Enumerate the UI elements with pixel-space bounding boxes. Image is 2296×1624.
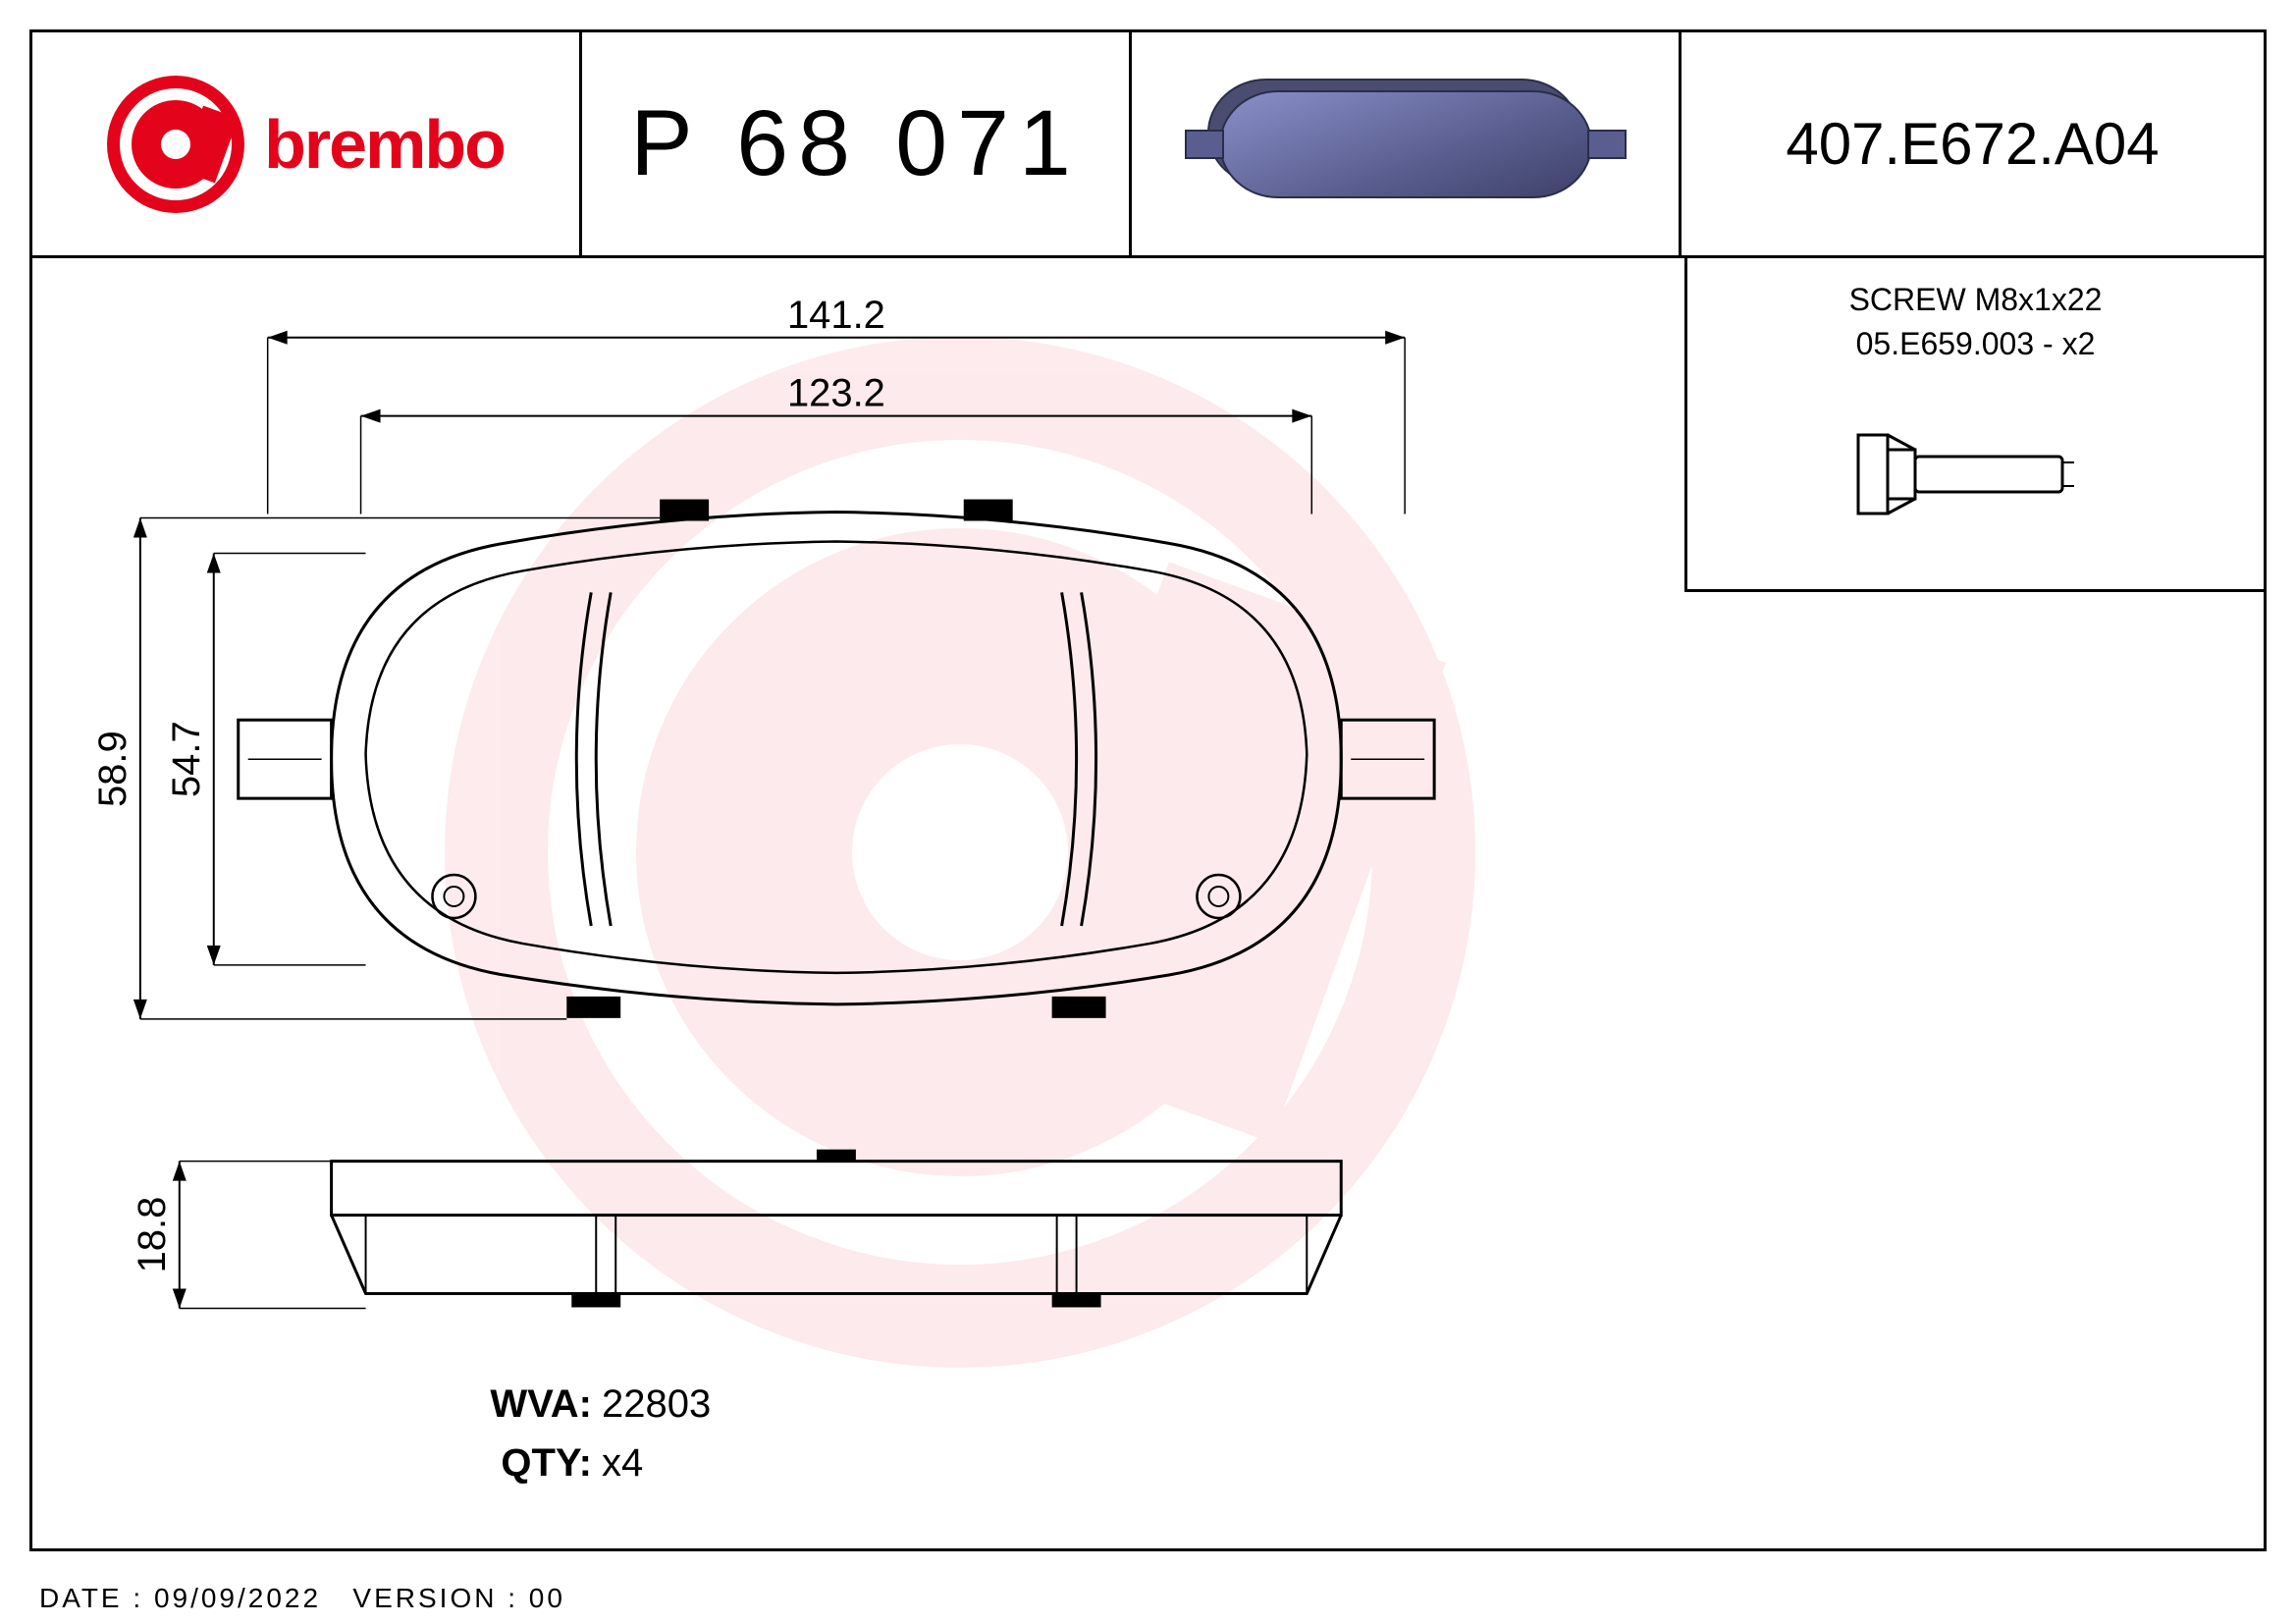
footer-version-value: 00 [529,1583,565,1613]
brand-logo: brembo [107,76,505,213]
technical-drawing: 141.2 123.2 [32,258,2264,1551]
dim-height-overall-value: 58.9 [91,731,134,807]
render-cell [1132,32,1682,255]
footer-date-label: DATE : [39,1583,143,1613]
qty-label: QTY: [445,1434,602,1492]
info-block: WVA: 22803 QTY: x4 [445,1375,711,1492]
dim-width-inner: 123.2 [361,372,1312,514]
dim-thickness-value: 18.8 [131,1197,174,1273]
footer: DATE : 09/09/2022 VERSION : 00 [39,1583,565,1614]
brand-name: brembo [264,105,505,184]
logo-cell: brembo [32,32,582,255]
drawing-body: SCREW M8x1x22 05.E659.003 - x2 [32,258,2264,1551]
wva-value: 22803 [602,1375,711,1434]
dim-width-inner-value: 123.2 [787,372,885,415]
footer-version-label: VERSION : [352,1583,518,1613]
brake-pad-front [239,500,1434,1018]
code-cell: 407.E672.A04 [1682,32,2264,255]
dim-width-overall-value: 141.2 [787,294,885,337]
brake-pad-render-icon [1200,71,1612,218]
wva-label: WVA: [445,1375,602,1434]
brembo-disc-icon [107,76,244,213]
drawing-frame: brembo P 68 071 407.E672.A04 SCREW M8x1x… [29,29,2267,1551]
footer-date-value: 09/09/2022 [154,1583,321,1613]
part-number: P 68 071 [630,90,1081,197]
drawing-code: 407.E672.A04 [1786,110,2159,178]
front-view: 141.2 123.2 [91,294,1434,1019]
dim-height-inner-value: 54.7 [165,721,208,797]
part-number-cell: P 68 071 [582,32,1132,255]
side-view: 18.8 [131,1150,1341,1309]
qty-value: x4 [602,1434,643,1492]
header-row: brembo P 68 071 407.E672.A04 [32,32,2264,258]
